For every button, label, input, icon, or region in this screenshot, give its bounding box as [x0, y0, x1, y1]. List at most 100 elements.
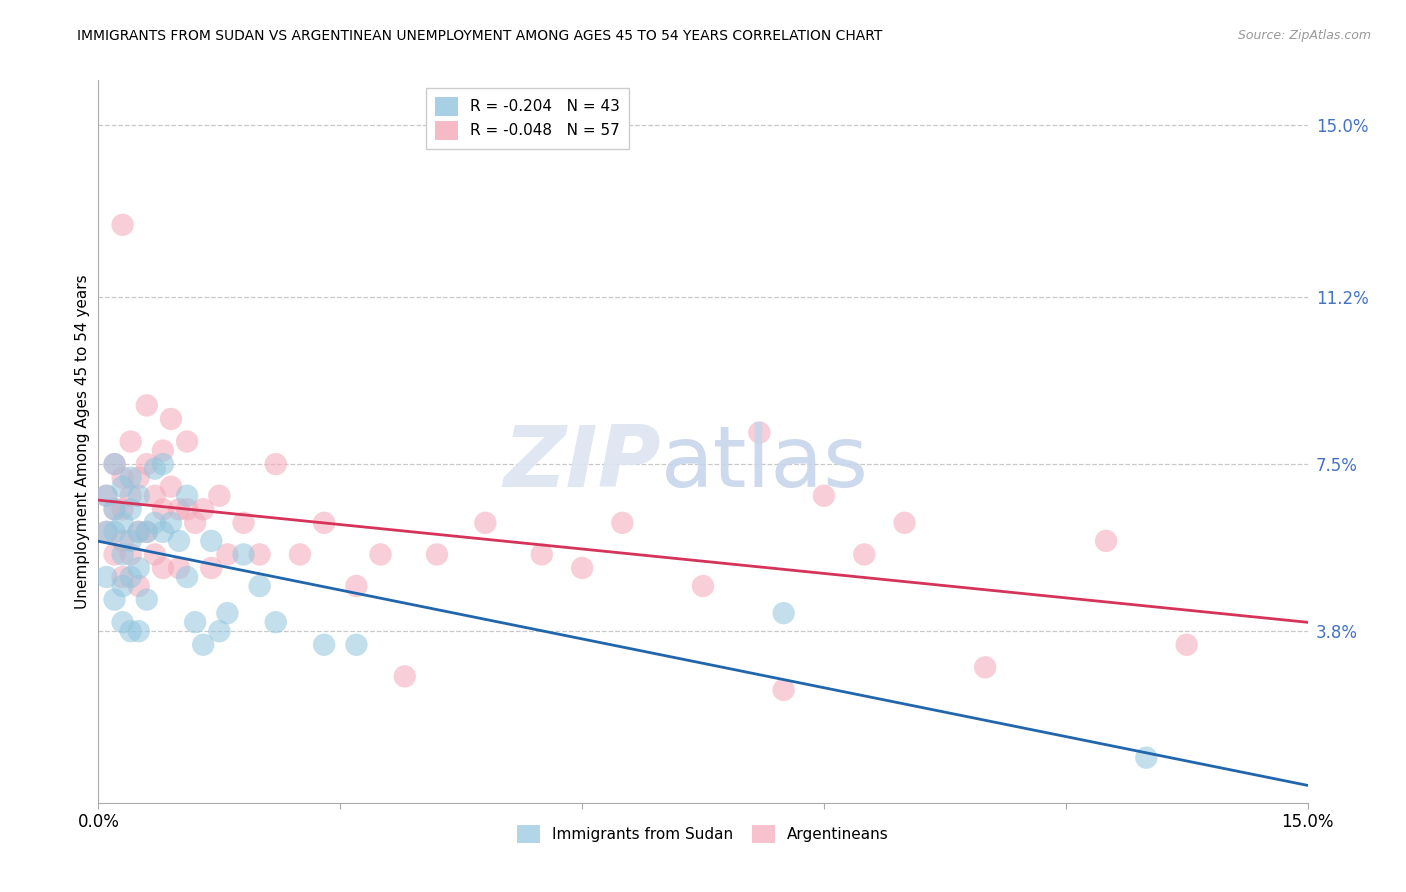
Point — [176, 570, 198, 584]
Text: atlas: atlas — [661, 422, 869, 505]
Point — [135, 592, 157, 607]
Point — [128, 524, 150, 539]
Point — [217, 548, 239, 562]
Point — [111, 218, 134, 232]
Point — [167, 533, 190, 548]
Point — [193, 638, 215, 652]
Point — [135, 398, 157, 412]
Point — [120, 434, 142, 449]
Point — [128, 489, 150, 503]
Point — [103, 524, 125, 539]
Text: Source: ZipAtlas.com: Source: ZipAtlas.com — [1237, 29, 1371, 42]
Point — [893, 516, 915, 530]
Point — [264, 457, 287, 471]
Point — [135, 524, 157, 539]
Point — [426, 548, 449, 562]
Point — [314, 516, 336, 530]
Point — [344, 638, 367, 652]
Point — [264, 615, 287, 630]
Point — [152, 457, 174, 471]
Point — [128, 561, 150, 575]
Point — [135, 457, 157, 471]
Point — [96, 524, 118, 539]
Point — [184, 615, 207, 630]
Point — [128, 624, 150, 639]
Point — [143, 516, 166, 530]
Point — [208, 489, 231, 503]
Point — [167, 502, 190, 516]
Point — [176, 434, 198, 449]
Point — [160, 412, 183, 426]
Point — [143, 548, 166, 562]
Point — [193, 502, 215, 516]
Point — [232, 516, 254, 530]
Point — [344, 579, 367, 593]
Point — [184, 516, 207, 530]
Point — [96, 489, 118, 503]
Point — [103, 457, 125, 471]
Point — [474, 516, 496, 530]
Point — [772, 682, 794, 697]
Point — [111, 533, 134, 548]
Point — [370, 548, 392, 562]
Point — [152, 443, 174, 458]
Point — [160, 480, 183, 494]
Point — [530, 548, 553, 562]
Y-axis label: Unemployment Among Ages 45 to 54 years: Unemployment Among Ages 45 to 54 years — [75, 274, 90, 609]
Point — [120, 548, 142, 562]
Point — [103, 502, 125, 516]
Text: ZIP: ZIP — [503, 422, 661, 505]
Point — [612, 516, 634, 530]
Point — [1095, 533, 1118, 548]
Point — [111, 516, 134, 530]
Point — [200, 561, 222, 575]
Point — [120, 502, 142, 516]
Point — [111, 548, 134, 562]
Point — [692, 579, 714, 593]
Point — [128, 471, 150, 485]
Point — [111, 570, 134, 584]
Point — [120, 471, 142, 485]
Point — [103, 592, 125, 607]
Point — [135, 524, 157, 539]
Point — [120, 533, 142, 548]
Point — [1135, 750, 1157, 764]
Point — [288, 548, 311, 562]
Point — [217, 606, 239, 620]
Point — [1175, 638, 1198, 652]
Point — [853, 548, 876, 562]
Point — [176, 502, 198, 516]
Point — [128, 579, 150, 593]
Point — [111, 480, 134, 494]
Point — [813, 489, 835, 503]
Point — [571, 561, 593, 575]
Point — [111, 471, 134, 485]
Point — [103, 548, 125, 562]
Point — [152, 502, 174, 516]
Point — [167, 561, 190, 575]
Point — [200, 533, 222, 548]
Point — [143, 461, 166, 475]
Point — [120, 624, 142, 639]
Point — [152, 561, 174, 575]
Point — [249, 579, 271, 593]
Point — [314, 638, 336, 652]
Point — [111, 615, 134, 630]
Point — [120, 489, 142, 503]
Point — [143, 489, 166, 503]
Point — [160, 516, 183, 530]
Point — [103, 502, 125, 516]
Legend: Immigrants from Sudan, Argentineans: Immigrants from Sudan, Argentineans — [512, 819, 894, 849]
Point — [96, 524, 118, 539]
Point — [111, 502, 134, 516]
Point — [974, 660, 997, 674]
Point — [152, 524, 174, 539]
Text: IMMIGRANTS FROM SUDAN VS ARGENTINEAN UNEMPLOYMENT AMONG AGES 45 TO 54 YEARS CORR: IMMIGRANTS FROM SUDAN VS ARGENTINEAN UNE… — [77, 29, 883, 43]
Point — [208, 624, 231, 639]
Point — [394, 669, 416, 683]
Point — [249, 548, 271, 562]
Point — [111, 579, 134, 593]
Point — [232, 548, 254, 562]
Point — [96, 489, 118, 503]
Point — [772, 606, 794, 620]
